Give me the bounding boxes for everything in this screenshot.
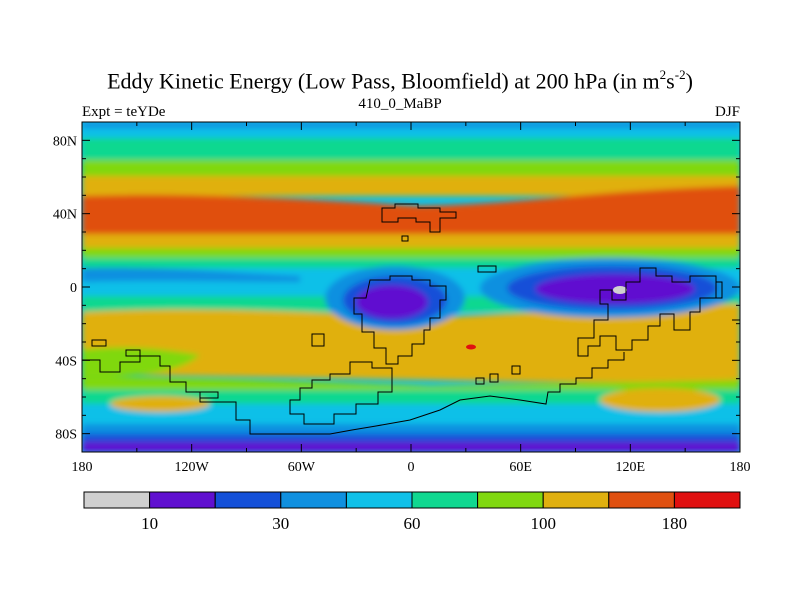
min-value-patch [613, 286, 627, 294]
colorbar-box [83, 491, 151, 509]
colorbar-label: 10 [141, 514, 158, 533]
lon-tick-label: 180 [730, 460, 751, 475]
colorbar-label: 180 [662, 514, 688, 533]
colorbar-box [477, 491, 544, 509]
colorbar-box [214, 491, 282, 509]
lat-tick-label: 40S [55, 354, 77, 369]
lon-tick-label: 60E [509, 460, 532, 475]
colorbar-label: 60 [404, 514, 421, 533]
colorbar-box [673, 491, 741, 509]
lon-tick-label: 60W [288, 460, 316, 475]
colorbar-box [345, 491, 413, 509]
lat-tick-label: 0 [70, 281, 77, 296]
colorbar-box [608, 491, 675, 509]
colorbar [83, 491, 741, 509]
colorbar-box [280, 491, 347, 509]
lon-tick-label: 0 [408, 460, 415, 475]
continent-outlines [82, 203, 740, 435]
lon-tick-label: 180 [72, 460, 93, 475]
colorbar-label: 30 [272, 514, 289, 533]
plot-title: Eddy Kinetic Energy (Low Pass, Bloomfiel… [107, 67, 693, 94]
colorbar-box [542, 491, 610, 509]
contour-field [82, 122, 740, 452]
experiment-label: Expt = teYDe [82, 104, 166, 120]
axis-ticks [81, 122, 741, 452]
period-label: 410_0_MaBP [358, 96, 442, 112]
colorbar-box [149, 491, 216, 509]
colorbar-box [411, 491, 479, 509]
lat-tick-label: 80N [53, 134, 77, 149]
colorbar-labels: 10 30 60 100 180 [141, 514, 687, 533]
axis-tick-labels: 80N 40N 0 40S 80S 180 120W 60W 0 60E 120E 180 [53, 134, 751, 475]
lat-tick-label: 40N [53, 208, 77, 223]
max-value-patch [466, 344, 476, 350]
lon-tick-label: 120W [175, 460, 210, 475]
season-label: DJF [714, 104, 740, 120]
lon-tick-label: 120E [616, 460, 646, 475]
colorbar-label: 100 [530, 514, 556, 533]
lat-tick-label: 80S [55, 428, 77, 443]
